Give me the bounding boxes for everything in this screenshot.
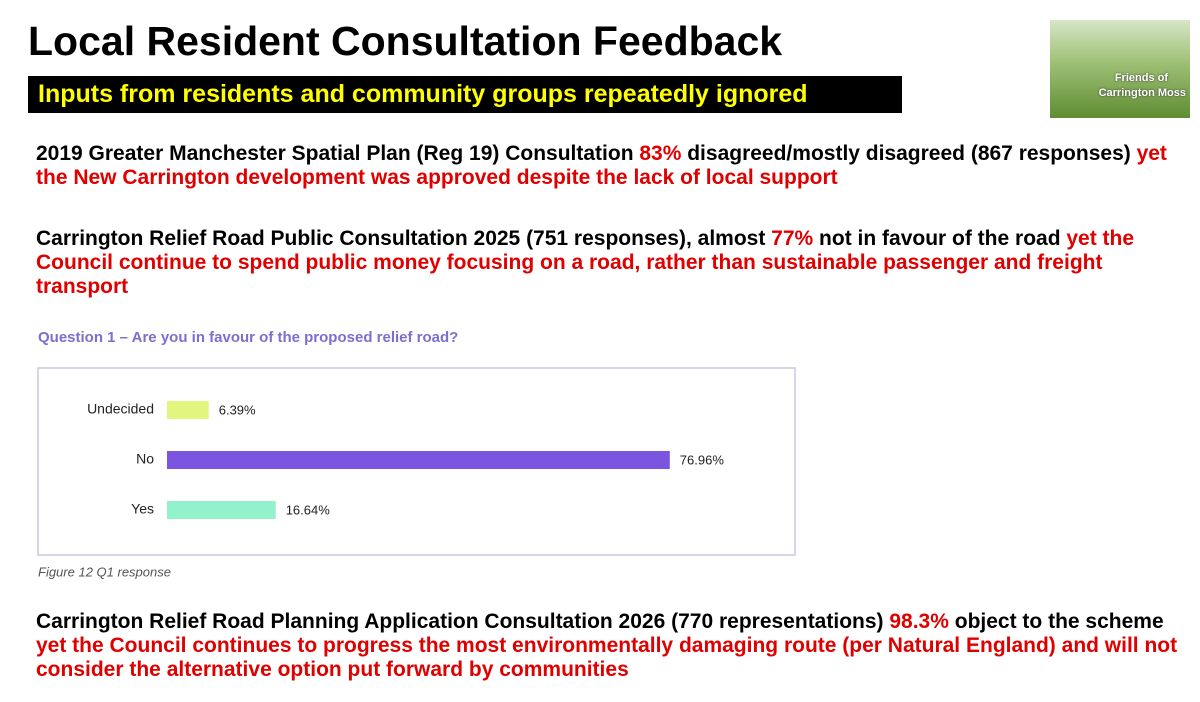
paragraph: 2019 Greater Manchester Spatial Plan (Re… [36,142,1186,190]
text-segment: Carrington Relief Road Public Consultati… [36,227,772,250]
chart-caption: Figure 12 Q1 response [38,564,171,579]
logo-text: Carrington Moss [1098,87,1186,99]
text-segment: 98.3% [889,610,949,633]
text-segment: yet the Council continue to spend public… [36,227,1135,298]
chart-title: Question 1 – Are you in favour of the pr… [38,329,458,346]
text-segment: 77% [771,227,814,250]
text-segment: object to the scheme [948,610,1164,633]
text-segment: not in favour of the road [813,227,1067,250]
text-segment: disagreed/mostly disagreed (867 response… [681,142,1137,165]
value-label: 6.39% [219,402,256,417]
bar [167,501,276,519]
bar [167,401,209,419]
paragraph: Carrington Relief Road Public Consultati… [36,227,1186,299]
text-segment: Carrington Relief Road Planning Applicat… [36,610,890,633]
logo-text: Friends of [1114,72,1168,84]
bar [167,451,670,469]
logo: Friends of Carrington Moss [1050,20,1190,118]
text-segment: 2019 Greater Manchester Spatial Plan (Re… [36,142,640,165]
category-label: Undecided [87,401,154,417]
subtitle-box [28,76,902,113]
chart-frame [37,367,796,556]
paragraph: Carrington Relief Road Planning Applicat… [36,610,1186,682]
subtitle: Inputs from residents and community grou… [38,80,808,108]
value-label: 76.96% [680,452,725,467]
text-segment: yet the Council continues to progress th… [36,634,1178,681]
category-label: No [136,451,154,467]
text-segment: 83% [639,142,682,165]
slide-title: Local Resident Consultation Feedback [28,18,783,64]
text-segment: yet the New Carrington development was a… [36,142,1167,189]
value-label: 16.64% [286,502,331,517]
category-label: Yes [131,501,154,517]
